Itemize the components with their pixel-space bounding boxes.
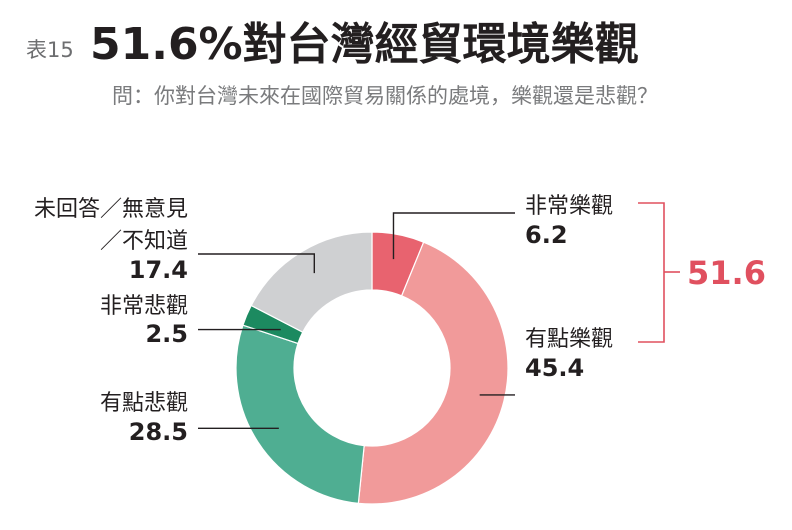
bracket-line xyxy=(638,202,665,343)
slice-label-somewhat-pessimistic: 有點悲觀 xyxy=(100,391,188,416)
slice-value-somewhat-optimistic: 45.4 xyxy=(525,354,584,382)
slice-somewhat-optimistic xyxy=(357,241,509,505)
slice-label-very-optimistic: 非常樂觀 xyxy=(525,194,613,219)
slice-group xyxy=(235,231,509,505)
slice-label-no-answer: 未回答／無意見 xyxy=(34,197,188,222)
leader-line-group xyxy=(198,212,515,430)
slice-value-very-pessimistic: 2.5 xyxy=(145,320,188,348)
slice-label-no-answer: ／不知道 xyxy=(100,229,188,254)
slice-no-answer xyxy=(250,231,373,333)
leader-line-very-optimistic xyxy=(392,212,515,260)
slice-label-very-pessimistic: 非常悲觀 xyxy=(100,294,188,319)
survey-question: 問：你對台灣未來在國際貿易關係的處境，樂觀還是悲觀？ xyxy=(112,84,658,108)
slice-label-somewhat-optimistic: 有點樂觀 xyxy=(525,327,613,352)
slice-value-very-optimistic: 6.2 xyxy=(525,221,568,249)
bracket-total-value: 51.6 xyxy=(687,254,766,292)
page-title: 51.6%對台灣經貿環境樂觀 xyxy=(90,19,639,70)
slice-value-somewhat-pessimistic: 28.5 xyxy=(129,418,188,446)
table-number: 表15 xyxy=(26,38,74,62)
leader-line-no-answer xyxy=(198,253,315,274)
slice-somewhat-pessimistic xyxy=(235,324,365,504)
optimism-bracket: 51.6 xyxy=(638,202,766,343)
slice-value-no-answer: 17.4 xyxy=(129,256,188,284)
